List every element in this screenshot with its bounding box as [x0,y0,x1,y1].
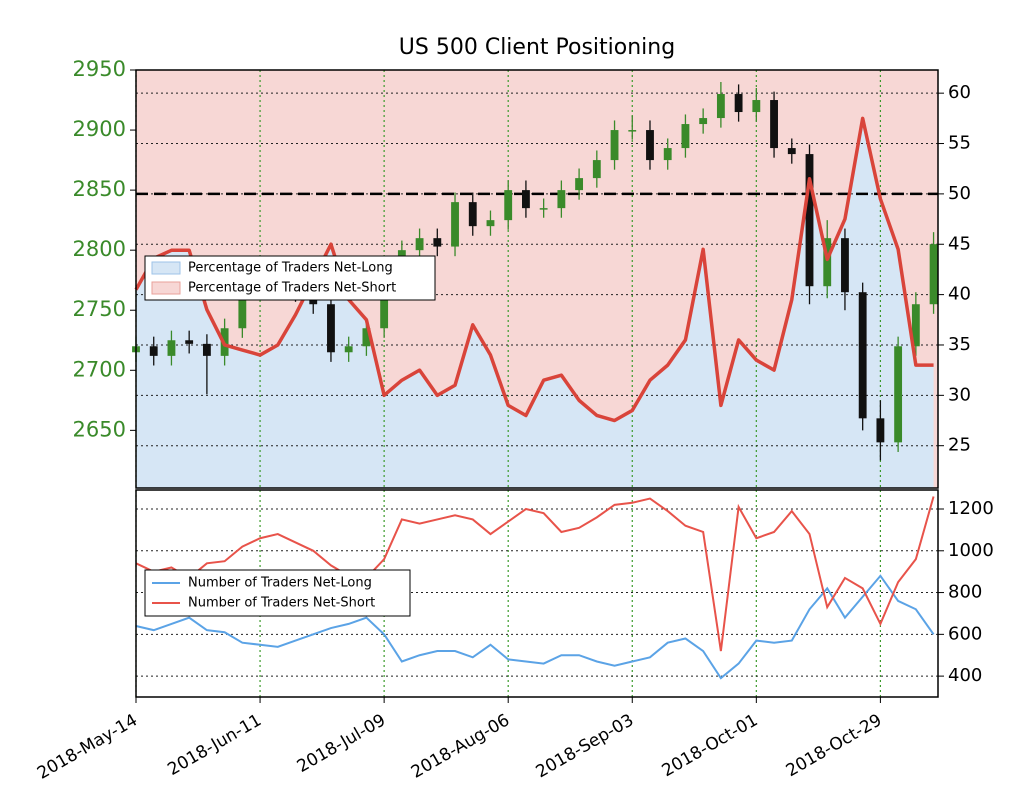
legend-label: Number of Traders Net-Short [188,596,375,611]
candle-body [468,202,477,227]
legend: Percentage of Traders Net-Long Percentage… [144,255,436,301]
candle-body [575,178,584,191]
legend-swatch [151,261,181,275]
candle-body [149,346,158,356]
candle-body [433,238,442,247]
y2-tick-label: 30 [948,384,971,405]
candle-body [415,238,424,251]
net-long-line [134,116,934,423]
y-tick-label: 1200 [948,498,994,519]
candle-body [858,292,867,419]
y2-tick-label: 50 [948,183,971,204]
candle-body [486,220,495,227]
series-line [135,496,935,652]
candle-body [894,346,903,443]
y-tick-label: 2700 [73,357,126,381]
candle-body [557,190,566,209]
candle-body [362,328,371,347]
candle-body [823,238,832,287]
candle-body [699,118,708,125]
candle-body [344,346,353,353]
y-tick-label: 800 [948,582,982,603]
candle-body [327,304,335,353]
y2-tick-label: 35 [948,334,971,355]
candle-body [504,190,513,221]
y-tick-label: 400 [948,665,982,686]
y-tick-label: 2900 [73,117,126,141]
series-line [135,574,935,680]
legend-label: Percentage of Traders Net-Short [188,281,396,296]
chart-title: US 500 Client Positioning [399,35,675,60]
candle-body [610,130,619,161]
y2-tick-label: 40 [948,284,971,305]
candle-body [521,190,530,209]
y-tick-label: 2750 [73,297,126,321]
candle-body [805,154,814,287]
y-tick-label: 1000 [948,540,994,561]
legend-label: Number of Traders Net-Long [188,576,372,591]
y-tick-label: 2650 [73,417,126,441]
candle-body [770,100,778,149]
y-tick-label: 2850 [73,177,126,201]
legend-label: Percentage of Traders Net-Long [188,261,393,276]
candle-body [734,94,743,113]
plot-frame [135,69,939,489]
candle-body [646,130,654,161]
candle-body [929,244,938,305]
legend-swatch [151,281,181,295]
candle-body [202,343,211,356]
y2-tick-label: 45 [948,233,971,254]
legend-box [144,255,436,301]
candle-body [380,274,389,329]
y-tick-label: 2800 [73,237,126,261]
candle-body [592,160,601,179]
candle-body [539,208,548,210]
y2-tick-label: 25 [948,435,971,456]
candle-body [238,286,247,329]
y-tick-label: 600 [948,623,982,644]
legend-box [144,569,411,617]
candle-body [911,304,920,347]
candle-body [663,148,672,161]
plot-frame [135,489,939,698]
candle-body [681,124,690,149]
y2-tick-label: 55 [948,133,971,154]
y-tick-label: 2950 [73,57,126,81]
candle-body [876,418,885,443]
net-long-area [136,118,934,488]
y2-tick-label: 60 [948,82,971,103]
candle-body [628,130,637,132]
candle-body [451,202,459,247]
candle-body [752,100,761,113]
candle-body [185,340,194,344]
candle-body [841,238,849,293]
legend: Number of Traders Net-Long Number of Trad… [144,569,411,617]
candle-body [167,340,176,356]
candle-body [787,148,796,155]
candle-body [716,94,725,119]
